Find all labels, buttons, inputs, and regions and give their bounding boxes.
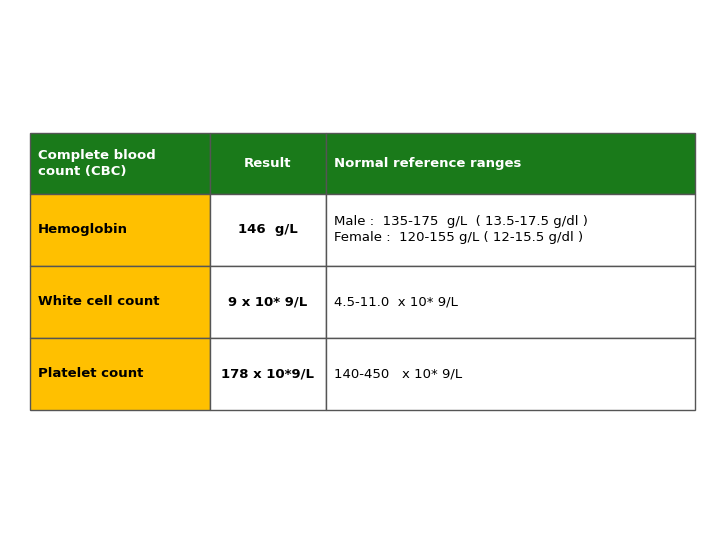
Text: Result: Result <box>244 157 292 170</box>
Bar <box>210 133 326 194</box>
Bar <box>210 194 326 266</box>
Text: Acute Kidney injury: Acute Kidney injury <box>226 19 595 52</box>
Bar <box>30 133 210 194</box>
Bar <box>210 338 326 410</box>
Text: 9 x 10* 9/L: 9 x 10* 9/L <box>228 295 307 308</box>
Text: Platelet count: Platelet count <box>38 368 143 381</box>
Bar <box>326 133 695 194</box>
Text: 140-450   x 10* 9/L: 140-450 x 10* 9/L <box>334 368 462 381</box>
Text: White cell count: White cell count <box>38 295 160 308</box>
Bar <box>30 266 210 338</box>
Text: 146  g/L: 146 g/L <box>238 224 297 237</box>
Bar <box>30 338 210 410</box>
Text: 178 x 10*9/L: 178 x 10*9/L <box>221 368 314 381</box>
Bar <box>210 266 326 338</box>
Text: 4.5-11.0  x 10* 9/L: 4.5-11.0 x 10* 9/L <box>334 295 458 308</box>
Text: Complete blood
count (CBC): Complete blood count (CBC) <box>38 149 156 178</box>
Bar <box>326 338 695 410</box>
Text: Male :  135-175  g/L  ( 13.5-17.5 g/dl )
Female :  120-155 g/L ( 12-15.5 g/dl ): Male : 135-175 g/L ( 13.5-17.5 g/dl ) Fe… <box>334 215 588 245</box>
Text: Normal reference ranges: Normal reference ranges <box>334 157 521 170</box>
Bar <box>30 194 210 266</box>
Bar <box>326 266 695 338</box>
Bar <box>326 194 695 266</box>
Text: Scenario 4: Scenario 4 <box>0 83 147 106</box>
Text: Hemoglobin: Hemoglobin <box>38 224 128 237</box>
